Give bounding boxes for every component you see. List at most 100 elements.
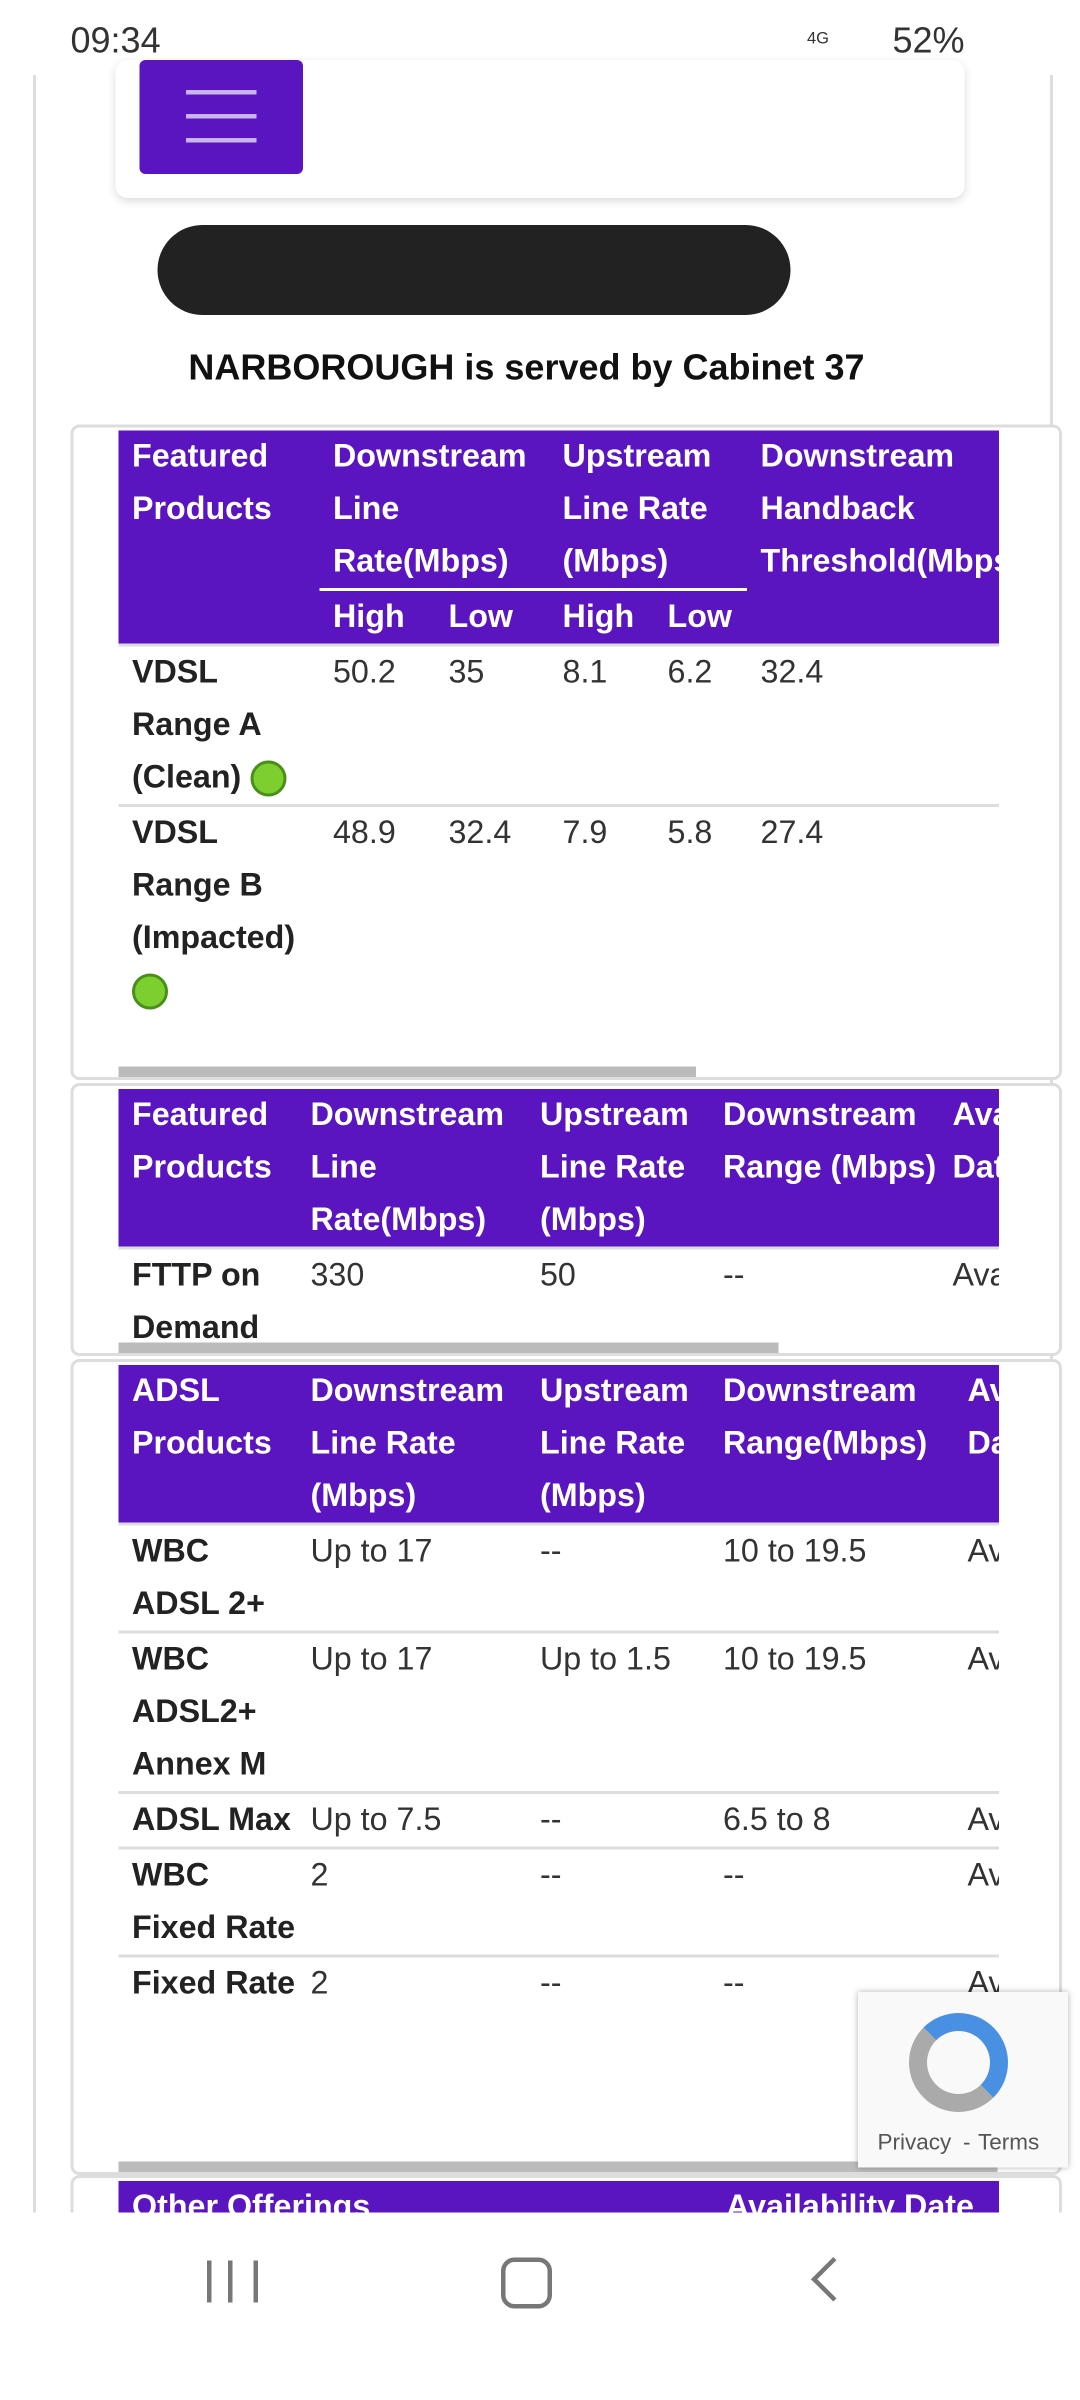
header-cell: Downstream Line Rate(Mbps) <box>297 1089 527 1248</box>
cell: 2 <box>297 1954 527 2010</box>
terms-link[interactable]: Terms <box>978 2130 1040 2156</box>
info-icon[interactable] <box>132 973 168 1010</box>
cell-text: 32.4 <box>760 654 824 690</box>
cell-text: 2 <box>310 1857 329 1893</box>
adsl-table: ADSL Products Downstream Line Rate (Mbps)… <box>70 1359 1062 2175</box>
cell-text: 50.2 <box>333 654 396 690</box>
menu-button[interactable] <box>139 60 303 174</box>
cabinet-title: NARBOROUGH is served by Cabinet 37 <box>188 348 865 389</box>
cell-text: -- <box>540 1801 562 1838</box>
table: Featured Products Downstream Line Rate(Mb… <box>118 430 1000 1017</box>
header-row: Featured Products Downstream Line Rate(Mb… <box>118 430 999 645</box>
product-cell: ADSL Max <box>118 1791 297 1848</box>
status-bar: 09:34 4G 52% <box>0 0 1080 75</box>
cell-text: 2 <box>310 1965 329 2001</box>
product-name: VDSL Range B (Impacted) <box>132 814 296 956</box>
cell: 27.4 <box>747 804 999 1017</box>
cell: Up to 17 <box>297 1522 527 1632</box>
scrollbar <box>118 1066 696 1077</box>
cell: Up to 1.5 <box>526 1630 710 1793</box>
info-icon[interactable] <box>250 760 287 797</box>
cell: Up to 17 <box>297 1630 527 1793</box>
recaptcha[interactable]: Privacy - Terms <box>858 1992 1068 2168</box>
product-name: WBC Fixed Rate <box>132 1857 296 1946</box>
cell: 6.5 to 8 <box>709 1791 954 1848</box>
header-cell: Downstream Range (Mbps) <box>709 1089 939 1248</box>
header-cell: Downstream Range(Mbps) <box>709 1365 954 1524</box>
cell-text: 6.2 <box>667 654 713 690</box>
product-name: WBC ADSL 2+ <box>132 1533 265 1622</box>
header-cell: Downstream Line Rate (Mbps) <box>297 1365 527 1524</box>
cell: 2 <box>297 1846 527 1956</box>
cell-text: Available <box>967 1533 1000 1569</box>
cell-text: Available <box>967 1801 1000 1838</box>
time: 09:34 <box>70 21 161 62</box>
recents-button[interactable] <box>207 2260 258 2303</box>
header-cell: Downstream Handback Threshold(Mbps) <box>747 430 999 645</box>
cell-text: 10 to 19.5 <box>723 1641 867 1677</box>
cell-text: Available <box>967 1857 1000 1893</box>
cell: -- <box>709 1246 939 1353</box>
header-cell: Upstream Line Rate (Mbps) <box>526 1365 710 1524</box>
table-viewport: Featured Products Downstream Line Rate(Mb… <box>118 430 1000 1078</box>
row: WBC ADSL 2+ Up to 17 -- 10 to 19.5 Available <box>118 1522 1000 1632</box>
cell: 5.8 <box>654 804 748 1017</box>
cell: -- <box>526 1846 710 1956</box>
table: Featured Products Downstream Line Rate(Mb… <box>118 1089 999 1353</box>
cell-text: 35 <box>448 654 485 690</box>
cell-text: Up to 17 <box>310 1533 433 1569</box>
header-cell: Upstream Line Rate (Mbps) <box>549 430 748 590</box>
cell: 6.2 <box>654 643 748 806</box>
table: ADSL Products Downstream Line Rate (Mbps)… <box>118 1365 1000 2010</box>
cell-text: -- <box>540 1965 562 2001</box>
product-cell: Fixed Rate <box>118 1954 297 2010</box>
subheader-cell: Low <box>654 588 748 645</box>
table-viewport: ADSL Products Downstream Line Rate (Mbps)… <box>118 1365 1000 2172</box>
cell-text: 50 <box>540 1257 576 1293</box>
privacy-link[interactable]: Privacy <box>877 2130 952 2156</box>
cell-text: 48.9 <box>333 814 396 851</box>
row: FTTP on Demand 330 50 -- Available <box>118 1246 999 1353</box>
product-cell: WBC ADSL2+ Annex M <box>118 1630 297 1793</box>
cell-text: 10 to 19.5 <box>723 1533 867 1569</box>
cell-text: Up to 7.5 <box>310 1801 442 1838</box>
cell-text: -- <box>723 1857 745 1893</box>
cell-text: Up to 1.5 <box>540 1641 671 1677</box>
cell: -- <box>526 1522 710 1632</box>
row: VDSL Range B (Impacted) 48.9 32.4 7.9 5.8 27… <box>118 804 999 1017</box>
home-button[interactable] <box>501 2257 552 2309</box>
subheader-row: High Low High Low <box>119 588 1000 645</box>
cell-text: 7.9 <box>562 814 608 851</box>
product-cell: WBC Fixed Rate <box>118 1846 297 1956</box>
subheader-cell: High <box>549 588 655 645</box>
cell: 50.2 <box>319 643 435 806</box>
cell: Available <box>954 1791 1000 1848</box>
cell-text: -- <box>540 1857 562 1893</box>
cell-text: 27.4 <box>760 814 824 851</box>
header-cell: Featured Products <box>118 430 320 645</box>
header-row: Featured Products Downstream Line Rate(Mb… <box>118 1089 999 1248</box>
fttp-table: Featured Products Downstream Line Rate(Mb… <box>70 1083 1062 1356</box>
cell: 10 to 19.5 <box>709 1630 954 1793</box>
scrollbar <box>118 1342 779 1353</box>
cell: -- <box>526 1791 710 1848</box>
row: VDSL Range A (Clean) 50.2 35 8.1 6.2 32.4 <box>118 643 999 806</box>
product-name: ADSL Max <box>132 1801 291 1838</box>
cell-text: 8.1 <box>562 654 608 690</box>
header-cell: Availability Date <box>939 1089 999 1248</box>
cell: 50 <box>526 1246 710 1353</box>
cell-text: -- <box>723 1965 745 2001</box>
header-cell: Availability Date <box>954 1365 999 1524</box>
cell: 35 <box>435 643 550 806</box>
product-name: WBC ADSL2+ Annex M <box>132 1641 267 1782</box>
product-name: VDSL Range A (Clean) <box>132 654 261 795</box>
cell: Up to 7.5 <box>297 1791 527 1848</box>
table-viewport: Featured Products Downstream Line Rate(Mb… <box>118 1089 999 1353</box>
product-cell: VDSL Range A (Clean) <box>118 643 320 806</box>
back-button[interactable] <box>810 2256 856 2302</box>
header-row: ADSL Products Downstream Line Rate (Mbps)… <box>118 1365 999 1524</box>
cell: -- <box>526 1954 710 2010</box>
cell: Available <box>939 1246 999 1353</box>
